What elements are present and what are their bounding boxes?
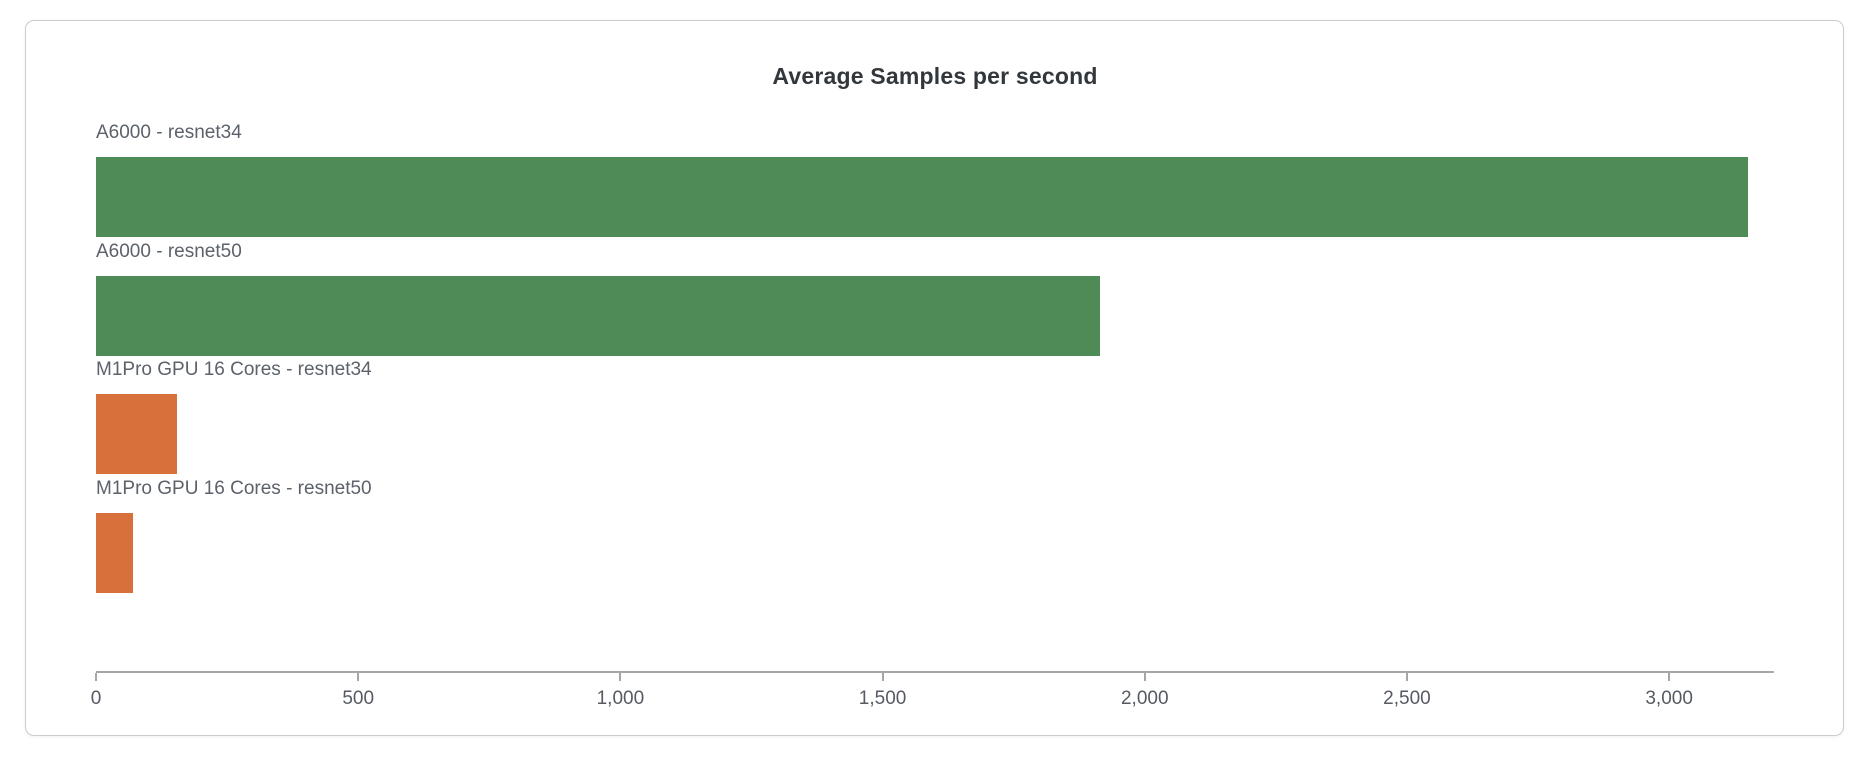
bar: [96, 394, 178, 474]
x-axis-tick-label: 2,000: [1120, 688, 1169, 709]
bar-row: A6000 - resnet50: [96, 240, 1774, 358]
x-axis-tick-label: 3,000: [1645, 688, 1693, 709]
x-axis-tick-label: 0: [90, 688, 102, 709]
bar-label: M1Pro GPU 16 Cores - resnet50: [96, 478, 372, 499]
x-axis-tick-label: 500: [342, 688, 375, 709]
x-axis-tick: [1668, 673, 1671, 681]
x-axis-tick: [95, 673, 97, 681]
x-axis-tick-label: 2,500: [1383, 688, 1431, 709]
x-axis-tick-label: 1,000: [596, 688, 645, 709]
x-axis-tick: [619, 673, 622, 681]
bar: [96, 157, 1748, 237]
bar: [96, 276, 1101, 356]
bar-row: M1Pro GPU 16 Cores - resnet34: [96, 358, 1774, 476]
x-axis: 0 500 1,000 1,500 2,000 2,500 3,000: [91, 671, 1774, 723]
bar-label: A6000 - resnet50: [96, 241, 242, 262]
bar-rows: A6000 - resnet34 A6000 - resnet50 M1Pro GP…: [96, 121, 1774, 601]
bar-label: M1Pro GPU 16 Cores - resnet34: [96, 359, 372, 380]
plot-area: Average Samples per second A6000 - resne…: [91, 21, 1774, 735]
bar-label: A6000 - resnet34: [96, 122, 242, 143]
chart-title: Average Samples per second: [772, 63, 1098, 89]
x-axis-tick: [357, 673, 360, 681]
x-axis-tick: [1143, 673, 1146, 681]
bar-row: M1Pro GPU 16 Cores - resnet50: [96, 477, 1774, 595]
x-axis-tick: [881, 673, 884, 681]
bar: [96, 513, 133, 593]
bar-row: A6000 - resnet34: [96, 121, 1774, 239]
chart-card: Average Samples per second A6000 - resne…: [25, 20, 1844, 736]
x-axis-tick-label: 1,500: [858, 688, 907, 709]
x-axis-tick: [1405, 673, 1408, 681]
